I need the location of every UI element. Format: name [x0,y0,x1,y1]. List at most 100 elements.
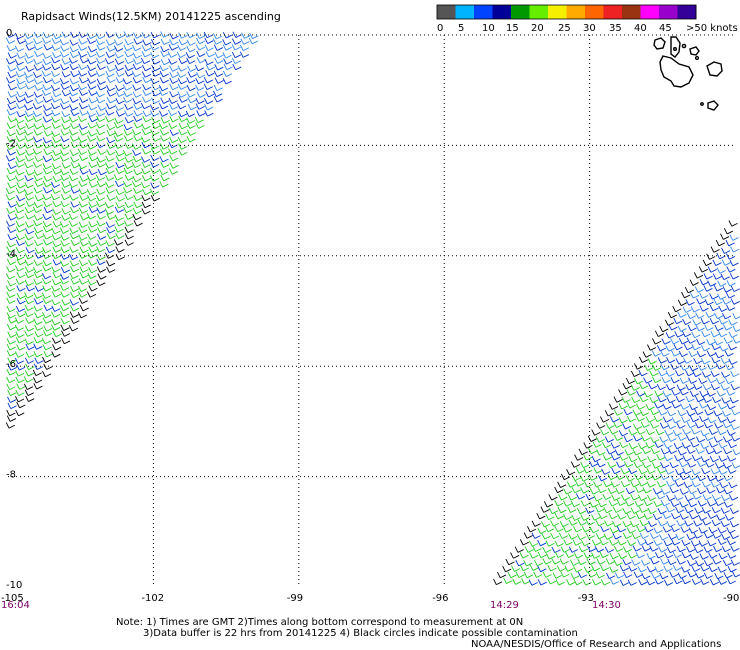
wind-barb [637,539,647,546]
wind-barb [599,551,609,559]
wind-barb [721,410,732,417]
wind-barb [16,258,26,266]
wind-barb [24,110,34,117]
wind-barb [554,540,564,547]
wind-barb [714,324,724,332]
wind-barb [617,539,627,546]
wind-barb [140,181,150,189]
wind-barb [721,545,731,553]
wind-barb [622,520,632,528]
wind-barb [676,545,686,553]
wind-barb [16,64,26,72]
wind-barb [133,169,143,176]
legend-tick-label: 30 [583,23,596,34]
lon-tick-label: -105 [1,593,24,604]
wind-barb [15,337,26,344]
wind-barb [142,110,152,117]
wind-barb [60,266,71,274]
wind-barb [33,58,43,65]
wind-barb [595,571,605,579]
wind-barb [15,246,25,254]
wind-barb [595,519,605,527]
wind-barb [580,487,590,494]
wind-barb [596,422,606,429]
wind-barb [638,468,648,475]
wind-barb [542,571,552,578]
wind-barb [675,506,685,514]
wind-barb [79,266,89,273]
credit-line: NOAA/NESDIS/Office of Research and Appli… [471,639,721,650]
wind-barb [712,532,722,539]
wind-barb [61,123,71,130]
wind-barb [722,462,732,469]
wind-barb [536,513,546,520]
wind-barb [68,129,79,136]
wind-barb [7,402,17,410]
wind-barb [503,577,513,584]
wind-barb [686,533,696,541]
wind-barb [51,228,61,235]
wind-barb [613,559,623,566]
wind-barb [204,97,214,105]
wind-barb [559,520,569,528]
wind-barb [673,343,683,351]
wind-barb [5,155,15,162]
wind-barb [551,558,561,565]
wind-barb [52,259,62,266]
wind-barb [96,213,106,220]
wind-barb [42,162,52,170]
wind-barb [115,76,125,84]
wind-barb [6,240,16,248]
wind-barb [158,103,169,110]
wind-barb [106,260,116,267]
wind-barb [169,103,179,110]
wind-barb [168,148,178,155]
wind-barb [168,122,178,129]
wind-barb [88,266,98,274]
wind-barb [646,553,656,560]
wind-barb [16,91,26,98]
wind-barb [70,201,80,208]
wind-barb [636,428,646,435]
wind-barb [77,44,88,51]
wind-barb [79,246,89,254]
wind-barb [670,363,680,370]
wind-barb [186,129,197,136]
wind-barb [649,370,659,377]
wind-barb [51,130,61,137]
wind-barb [124,64,134,71]
wind-barb [497,571,507,579]
wind-barb [61,90,71,97]
wind-barb [60,103,70,110]
wind-barb [542,546,552,554]
wind-barb [69,194,79,201]
wind-barb [24,32,34,39]
wind-barb [60,246,70,254]
wind-barb [113,239,124,246]
wind-barb [88,89,98,96]
wind-barb [592,441,602,448]
wind-barb [176,51,186,58]
wind-barb [502,565,512,573]
wind-barb [711,343,721,351]
wind-barb [7,91,17,98]
wind-barb [573,552,583,559]
wind-barb [665,370,675,377]
wind-barb [87,149,97,156]
wind-barb [718,330,728,338]
wind-barb [554,551,565,558]
wind-barb [24,91,34,98]
wind-barb [42,317,52,324]
wind-barb [609,552,619,560]
wind-barb [630,370,641,377]
wind-barb [673,577,683,585]
wind-barb [141,51,151,58]
wind-barb [628,455,638,463]
wind-barb [96,128,106,136]
wind-barb [133,115,143,122]
wind-barb [231,57,242,64]
wind-barb [568,533,578,540]
wind-barb [608,512,618,520]
wind-barb [709,455,719,463]
wind-barb [150,167,160,174]
